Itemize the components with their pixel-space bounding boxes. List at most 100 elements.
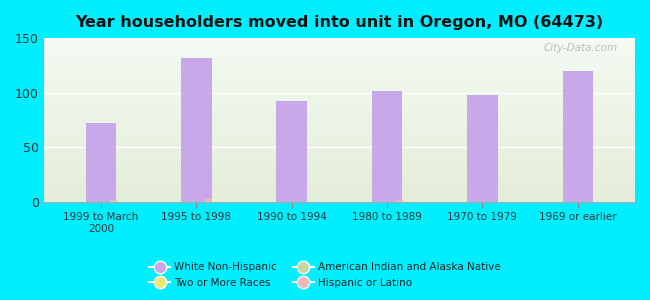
Bar bbox=[44, 123, 635, 125]
Bar bbox=[44, 120, 635, 122]
Bar bbox=[44, 95, 635, 97]
Bar bbox=[44, 81, 635, 82]
Bar bbox=[372, 91, 402, 202]
Bar bbox=[44, 94, 635, 95]
Bar bbox=[44, 107, 635, 109]
Bar bbox=[44, 73, 635, 74]
Bar bbox=[44, 151, 635, 153]
Bar bbox=[44, 113, 635, 115]
Bar bbox=[44, 45, 635, 46]
Bar bbox=[44, 102, 635, 104]
Bar bbox=[44, 68, 635, 69]
Bar bbox=[44, 145, 635, 146]
Bar bbox=[44, 186, 635, 187]
Bar bbox=[44, 87, 635, 89]
Bar bbox=[562, 71, 593, 202]
Bar bbox=[44, 38, 635, 40]
Bar bbox=[44, 135, 635, 137]
Bar bbox=[44, 74, 635, 76]
Bar bbox=[44, 148, 635, 149]
Bar bbox=[44, 163, 635, 164]
Bar bbox=[44, 133, 635, 135]
Bar bbox=[44, 59, 635, 61]
Bar bbox=[44, 63, 635, 64]
Bar bbox=[44, 192, 635, 194]
Bar bbox=[44, 172, 635, 174]
Bar bbox=[44, 197, 635, 199]
Bar bbox=[181, 58, 212, 202]
Bar bbox=[44, 199, 635, 200]
Bar bbox=[44, 200, 635, 202]
Bar bbox=[44, 174, 635, 176]
Bar bbox=[44, 166, 635, 168]
Bar bbox=[44, 89, 635, 91]
Bar bbox=[467, 95, 498, 202]
Bar bbox=[44, 182, 635, 184]
Bar bbox=[44, 136, 635, 138]
Bar bbox=[44, 84, 635, 86]
Bar bbox=[44, 127, 635, 128]
Bar bbox=[44, 110, 635, 112]
Bar bbox=[44, 56, 635, 58]
Bar bbox=[44, 158, 635, 159]
Bar bbox=[44, 100, 635, 102]
Bar bbox=[44, 109, 635, 110]
Bar bbox=[276, 101, 307, 202]
Bar bbox=[44, 171, 635, 172]
Bar bbox=[44, 143, 635, 145]
Title: Year householders moved into unit in Oregon, MO (64473): Year householders moved into unit in Ore… bbox=[75, 15, 603, 30]
Bar bbox=[44, 187, 635, 189]
Bar bbox=[44, 149, 635, 151]
Bar bbox=[205, 199, 212, 202]
Bar bbox=[44, 159, 635, 161]
Bar bbox=[44, 176, 635, 177]
Bar bbox=[44, 46, 635, 48]
Bar bbox=[44, 82, 635, 84]
Bar bbox=[44, 161, 635, 163]
Bar bbox=[44, 66, 635, 68]
Bar bbox=[44, 153, 635, 154]
Bar bbox=[44, 76, 635, 77]
Bar bbox=[44, 190, 635, 192]
Bar bbox=[44, 195, 635, 197]
Bar bbox=[44, 92, 635, 94]
Bar bbox=[44, 118, 635, 120]
Bar bbox=[44, 51, 635, 53]
Bar bbox=[44, 85, 635, 87]
Bar bbox=[44, 141, 635, 143]
Bar bbox=[44, 156, 635, 158]
Bar bbox=[44, 69, 635, 71]
Bar bbox=[44, 140, 635, 141]
Bar bbox=[44, 164, 635, 166]
Bar bbox=[44, 122, 635, 123]
Bar bbox=[44, 117, 635, 118]
Bar bbox=[44, 40, 635, 41]
Bar bbox=[44, 79, 635, 81]
Bar bbox=[44, 181, 635, 182]
Bar bbox=[44, 154, 635, 156]
Bar bbox=[44, 184, 635, 186]
Bar bbox=[396, 200, 403, 202]
Bar bbox=[44, 130, 635, 131]
Bar bbox=[44, 61, 635, 63]
Bar bbox=[44, 146, 635, 148]
Bar bbox=[44, 77, 635, 79]
Bar bbox=[44, 112, 635, 113]
Bar bbox=[44, 48, 635, 50]
Bar bbox=[44, 50, 635, 51]
Bar bbox=[44, 168, 635, 169]
Bar bbox=[44, 131, 635, 133]
Bar bbox=[44, 115, 635, 117]
Bar bbox=[44, 179, 635, 181]
Bar bbox=[44, 138, 635, 140]
Bar bbox=[44, 189, 635, 190]
Bar bbox=[44, 125, 635, 127]
Text: City-Data.com: City-Data.com bbox=[543, 43, 618, 53]
Bar bbox=[44, 97, 635, 99]
Bar bbox=[44, 128, 635, 130]
Bar bbox=[44, 105, 635, 107]
Bar bbox=[110, 200, 117, 202]
Bar bbox=[44, 194, 635, 195]
Bar bbox=[44, 43, 635, 45]
Bar bbox=[44, 177, 635, 179]
